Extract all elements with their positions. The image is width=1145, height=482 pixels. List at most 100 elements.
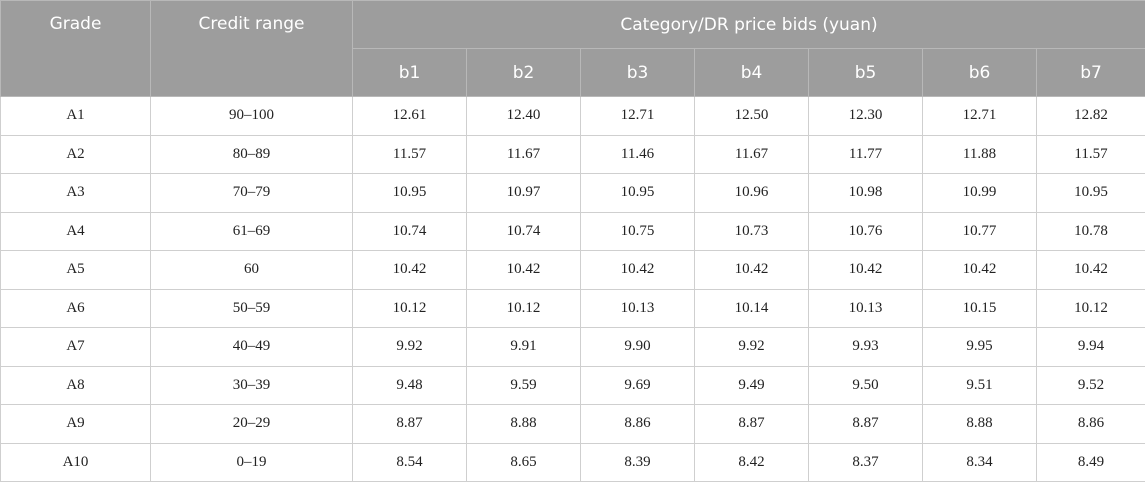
header-cell: b4: [695, 49, 809, 97]
table-cell: 8.37: [809, 443, 923, 482]
table-cell: 10.12: [353, 289, 467, 328]
table-cell: A1: [1, 97, 151, 136]
table-cell: 9.49: [695, 366, 809, 405]
header-cell: b6: [923, 49, 1037, 97]
table-cell: A7: [1, 328, 151, 367]
table-cell: 11.88: [923, 135, 1037, 174]
table-cell: 10.98: [809, 174, 923, 213]
table-cell: 10.78: [1037, 212, 1145, 251]
table-cell: 60: [151, 251, 353, 290]
table-cell: 20–29: [151, 405, 353, 444]
header-cell: b2: [467, 49, 581, 97]
table-cell: 11.57: [1037, 135, 1145, 174]
table-cell: A2: [1, 135, 151, 174]
table-cell: 12.71: [923, 97, 1037, 136]
table-cell: A6: [1, 289, 151, 328]
table-cell: 12.71: [581, 97, 695, 136]
table-cell: 9.69: [581, 366, 695, 405]
table-cell: 11.67: [695, 135, 809, 174]
table-cell: 9.94: [1037, 328, 1145, 367]
table-cell: 12.30: [809, 97, 923, 136]
table-cell: 8.87: [695, 405, 809, 444]
table-cell: 10.13: [581, 289, 695, 328]
table-cell: 10.97: [467, 174, 581, 213]
table-cell: 8.34: [923, 443, 1037, 482]
table-cell: 10.75: [581, 212, 695, 251]
table-cell: 30–39: [151, 366, 353, 405]
table-cell: 9.48: [353, 366, 467, 405]
table-cell: 8.88: [923, 405, 1037, 444]
table-cell: 10.96: [695, 174, 809, 213]
table-cell: 9.52: [1037, 366, 1145, 405]
table-cell: A9: [1, 405, 151, 444]
table-cell: 50–59: [151, 289, 353, 328]
table-cell: 0–19: [151, 443, 353, 482]
table-cell: 12.50: [695, 97, 809, 136]
table-cell: 10.42: [1037, 251, 1145, 290]
table-cell: 40–49: [151, 328, 353, 367]
table-cell: 11.67: [467, 135, 581, 174]
table-cell: 10.12: [467, 289, 581, 328]
table-cell: 8.39: [581, 443, 695, 482]
table-cell: 10.95: [353, 174, 467, 213]
table-cell: 90–100: [151, 97, 353, 136]
table-cell: 8.87: [809, 405, 923, 444]
table-cell: 11.57: [353, 135, 467, 174]
table-cell: 10.74: [353, 212, 467, 251]
table-cell: 80–89: [151, 135, 353, 174]
header-cell: b5: [809, 49, 923, 97]
table-cell: 10.14: [695, 289, 809, 328]
table-cell: 12.61: [353, 97, 467, 136]
table-cell: 10.42: [809, 251, 923, 290]
header-cell: Credit range: [151, 1, 353, 97]
table-cell: 10.95: [1037, 174, 1145, 213]
header-cell: b3: [581, 49, 695, 97]
table-cell: 11.46: [581, 135, 695, 174]
table-cell: 8.86: [581, 405, 695, 444]
table-cell: 10.42: [353, 251, 467, 290]
table-cell: 10.13: [809, 289, 923, 328]
table-cell: 11.77: [809, 135, 923, 174]
table-cell: A3: [1, 174, 151, 213]
table-cell: 10.76: [809, 212, 923, 251]
table-cell: 10.42: [467, 251, 581, 290]
table-cell: A5: [1, 251, 151, 290]
table-cell: 61–69: [151, 212, 353, 251]
table-cell: 8.49: [1037, 443, 1145, 482]
table-cell: 10.42: [695, 251, 809, 290]
table-cell: 10.99: [923, 174, 1037, 213]
table-cell: 10.74: [467, 212, 581, 251]
table-cell: 9.90: [581, 328, 695, 367]
table-cell: A10: [1, 443, 151, 482]
table-cell: 10.77: [923, 212, 1037, 251]
table-cell: 10.42: [923, 251, 1037, 290]
table-cell: 9.95: [923, 328, 1037, 367]
table-cell: 8.65: [467, 443, 581, 482]
header-group-cell: Category/DR price bids (yuan): [353, 1, 1145, 49]
header-row: Grade Credit range Category/DR price bid…: [1, 1, 1145, 49]
table-cell: 9.91: [467, 328, 581, 367]
table-cell: 9.51: [923, 366, 1037, 405]
table-cell: 10.15: [923, 289, 1037, 328]
table-cell: 9.59: [467, 366, 581, 405]
table-cell: 9.92: [353, 328, 467, 367]
table-cell: 8.86: [1037, 405, 1145, 444]
table-cell: 9.50: [809, 366, 923, 405]
table-cell: 8.42: [695, 443, 809, 482]
table-cell: 70–79: [151, 174, 353, 213]
table-cell: 9.92: [695, 328, 809, 367]
table-cell: 12.82: [1037, 97, 1145, 136]
table-cell: A8: [1, 366, 151, 405]
table-cell: 8.88: [467, 405, 581, 444]
table-cell: 10.95: [581, 174, 695, 213]
